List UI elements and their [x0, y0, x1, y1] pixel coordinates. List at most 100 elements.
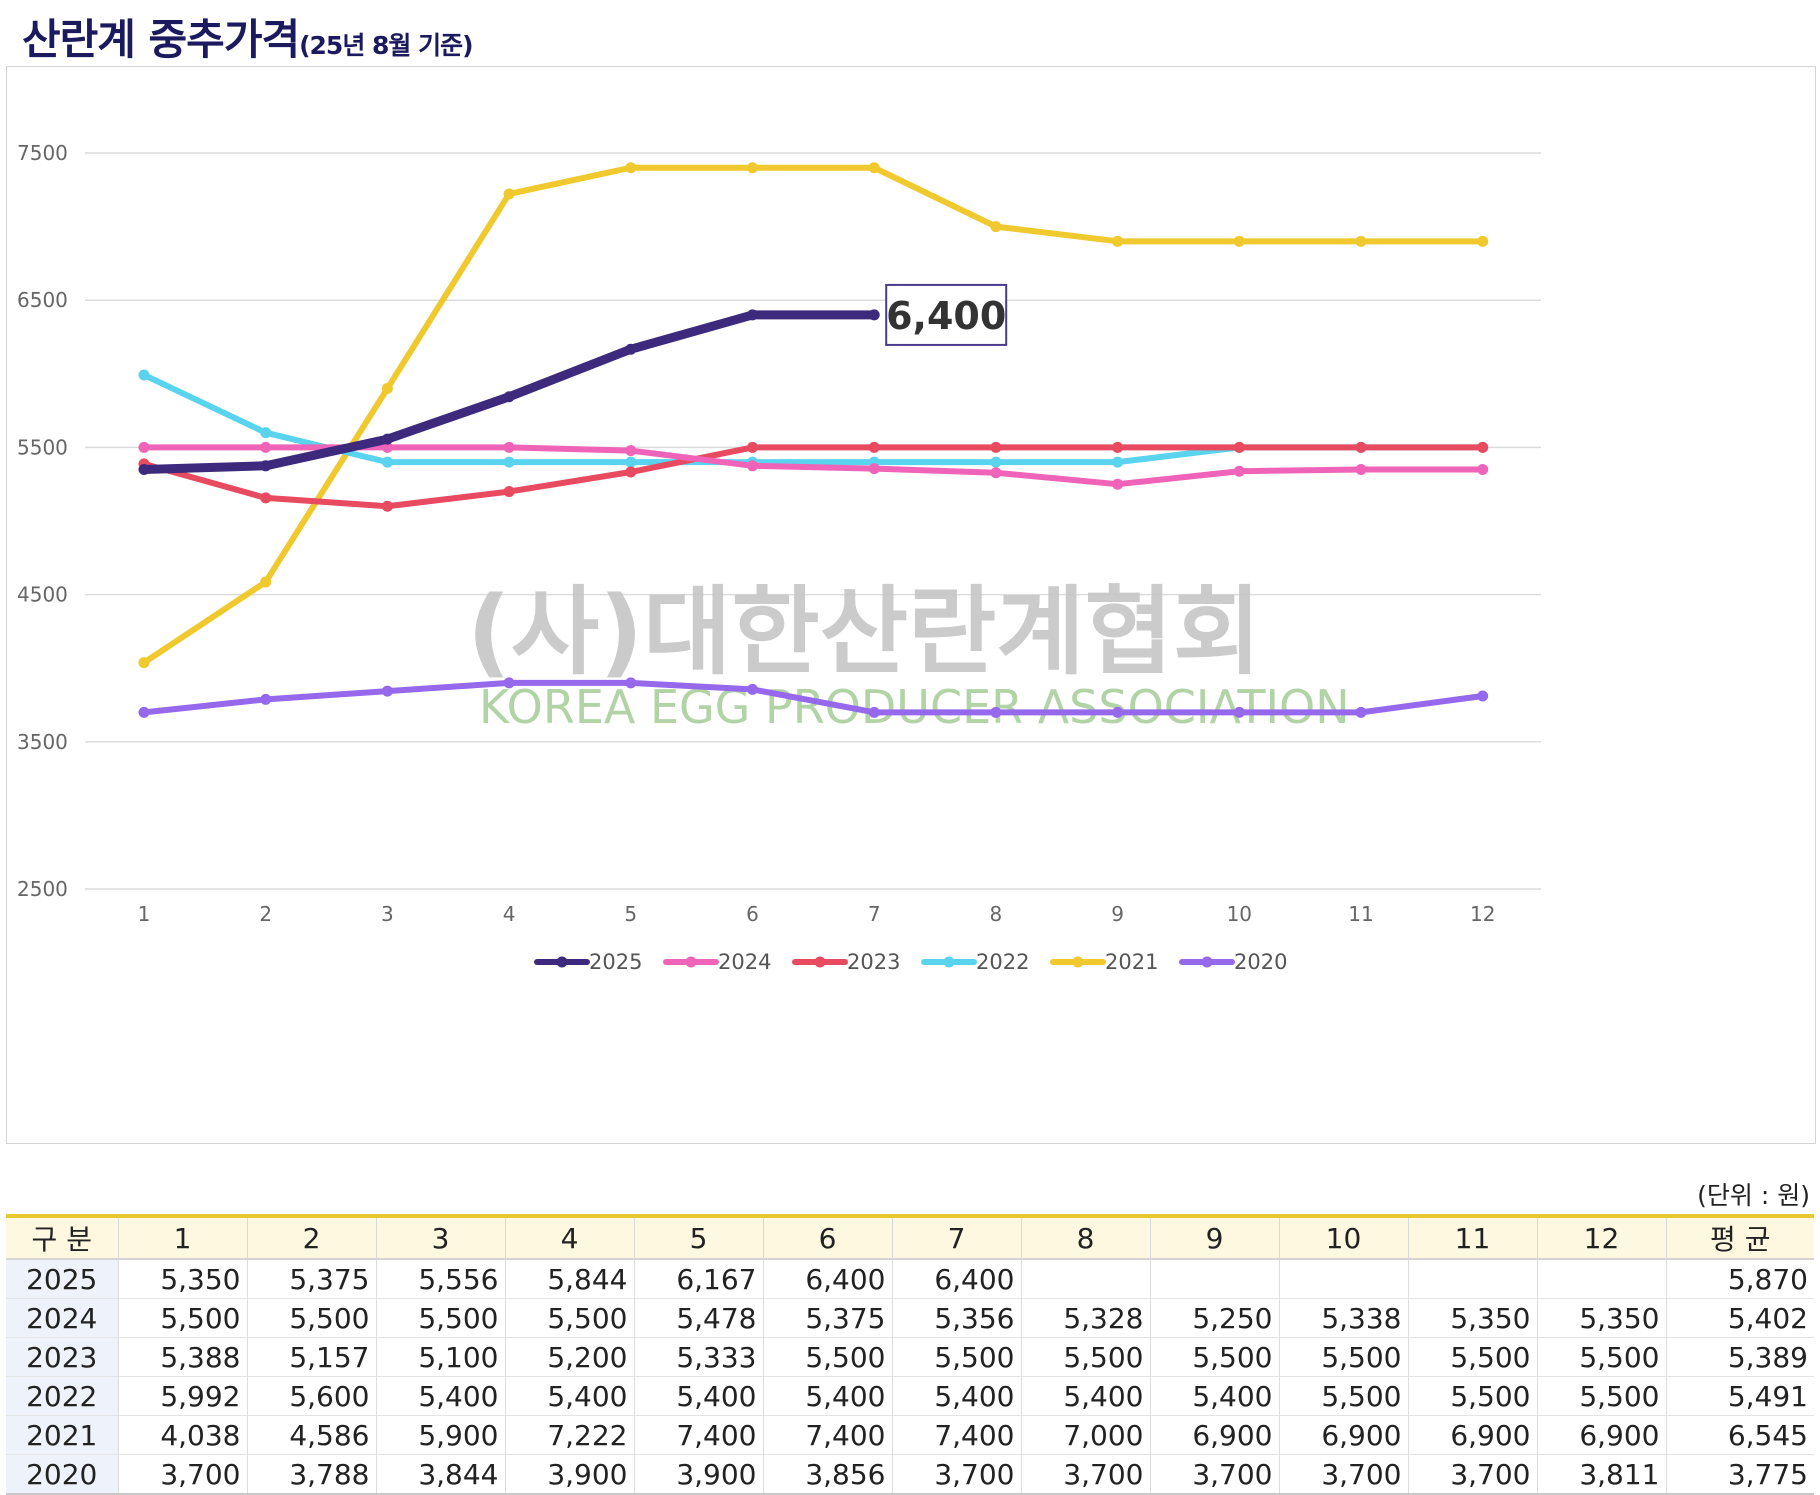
data-point — [260, 576, 272, 588]
data-point — [1112, 235, 1124, 247]
data-point — [1355, 441, 1367, 453]
column-header: 10 — [1278, 1216, 1408, 1259]
table-cell: 5,400 — [1149, 1376, 1279, 1416]
column-header: 4 — [504, 1216, 634, 1259]
table-cell: 5,333 — [633, 1337, 763, 1377]
data-point — [260, 693, 272, 705]
x-tick-label: 1 — [138, 902, 151, 926]
data-point — [138, 657, 150, 669]
table-cell: 3,775 — [1665, 1454, 1814, 1495]
legend-marker — [943, 956, 955, 968]
data-point — [503, 441, 515, 453]
table-row: 2025 5,350 5,375 5,556 5,844 6,167 6,400 6,400 5… — [6, 1259, 1814, 1299]
table-row: 2024 5,500 5,500 5,500 5,500 5,478 5,375 5,356 5… — [6, 1298, 1814, 1338]
table-cell: 5,500 — [1536, 1337, 1666, 1377]
legend-label: 2024 — [718, 950, 771, 974]
data-point — [868, 463, 880, 475]
table-cell: 3,700 — [117, 1454, 247, 1495]
table-cell — [1407, 1259, 1537, 1299]
data-point — [747, 441, 758, 453]
legend-marker — [685, 956, 697, 968]
data-point — [503, 486, 515, 498]
data-point — [868, 162, 880, 174]
table-cell: 6,900 — [1407, 1415, 1537, 1455]
column-header: 12 — [1536, 1216, 1666, 1259]
data-point — [260, 492, 272, 504]
table-cell: 5,356 — [891, 1298, 1021, 1338]
table-cell: 5,157 — [246, 1337, 376, 1377]
table-cell: 3,811 — [1536, 1454, 1666, 1495]
legend-label: 2021 — [1105, 950, 1158, 974]
unit-note: (단위 : 원) — [1697, 1181, 1810, 1210]
x-tick-label: 4 — [503, 902, 516, 926]
data-point — [1112, 478, 1124, 490]
table-cell: 5,400 — [891, 1376, 1021, 1416]
table-cell — [1020, 1259, 1150, 1299]
table-cell: 5,250 — [1149, 1298, 1279, 1338]
data-point — [503, 677, 515, 689]
series-line-2021 — [141, 164, 1486, 666]
table-cell: 7,222 — [504, 1415, 634, 1455]
table-cell: 5,844 — [504, 1259, 634, 1299]
table-cell: 3,700 — [1020, 1454, 1150, 1495]
data-point — [868, 441, 880, 453]
table-cell: 5,200 — [504, 1337, 634, 1377]
table-cell — [1536, 1259, 1666, 1299]
data-point — [625, 456, 637, 468]
column-header: 3 — [375, 1216, 505, 1259]
row-year-cell: 2025 — [6, 1259, 118, 1299]
chart-title-block: 산란계 중추가격(25년 8월 기준) — [22, 6, 474, 66]
x-tick-label: 2 — [259, 902, 272, 926]
table-cell: 5,389 — [1665, 1337, 1814, 1377]
data-point — [1355, 463, 1367, 475]
column-header: 5 — [633, 1216, 763, 1259]
legend-item-2022: 2022 — [921, 950, 1029, 974]
legend-marker — [814, 956, 826, 968]
y-tick-label: 4500 — [17, 583, 68, 607]
data-point — [1477, 235, 1489, 247]
data-point — [747, 309, 758, 321]
row-year-cell: 2023 — [6, 1337, 118, 1377]
table-row: 2020 3,700 3,788 3,844 3,900 3,900 3,856 3,700 3… — [6, 1454, 1814, 1495]
table-cell: 3,700 — [1278, 1454, 1408, 1495]
data-point — [381, 685, 393, 697]
column-header: 9 — [1149, 1216, 1279, 1259]
table-cell: 5,328 — [1020, 1298, 1150, 1338]
chart-subtitle: (25년 8월 기준) — [299, 31, 473, 60]
table-cell: 7,400 — [633, 1415, 763, 1455]
legend-label: 2020 — [1234, 950, 1287, 974]
legend-item-2023: 2023 — [792, 950, 900, 974]
table-cell: 7,000 — [1020, 1415, 1150, 1455]
legend-item-2021: 2021 — [1050, 950, 1158, 974]
data-point — [260, 460, 272, 472]
table-cell: 5,350 — [1536, 1298, 1666, 1338]
data-point — [868, 309, 880, 321]
data-point — [503, 391, 515, 403]
legend-marker — [1201, 956, 1213, 968]
legend-item-2024: 2024 — [663, 950, 771, 974]
table-cell: 5,400 — [375, 1376, 505, 1416]
series-2025 — [138, 309, 880, 475]
column-header: 평 균 — [1665, 1216, 1814, 1259]
data-point — [1477, 441, 1489, 453]
chart-panel: 2500 3500 4500 5500 6500 7500 1 2 3 4 5 6 7 8 9 10 11 12 … — [6, 66, 1816, 1144]
table-cell: 3,856 — [762, 1454, 892, 1495]
table-cell — [1149, 1259, 1279, 1299]
data-table: 구 분 1 2 3 4 5 6 7 8 9 10 11 12 평 균 2025 5,350 5,375 5,55… — [6, 1214, 1814, 1495]
row-year-cell: 2022 — [6, 1376, 118, 1416]
data-point — [381, 441, 393, 453]
table-cell: 5,500 — [1149, 1337, 1279, 1377]
data-point — [381, 433, 393, 445]
table-cell: 5,350 — [117, 1259, 247, 1299]
series-2021 — [138, 162, 1489, 669]
data-point — [381, 383, 393, 395]
table-cell: 6,900 — [1149, 1415, 1279, 1455]
table-cell: 5,992 — [117, 1376, 247, 1416]
data-point — [1355, 706, 1367, 718]
data-point — [747, 162, 758, 174]
y-tick-label: 3500 — [17, 730, 68, 754]
legend-marker — [1072, 956, 1084, 968]
table-cell: 5,500 — [1407, 1376, 1537, 1416]
table-cell: 3,844 — [375, 1454, 505, 1495]
